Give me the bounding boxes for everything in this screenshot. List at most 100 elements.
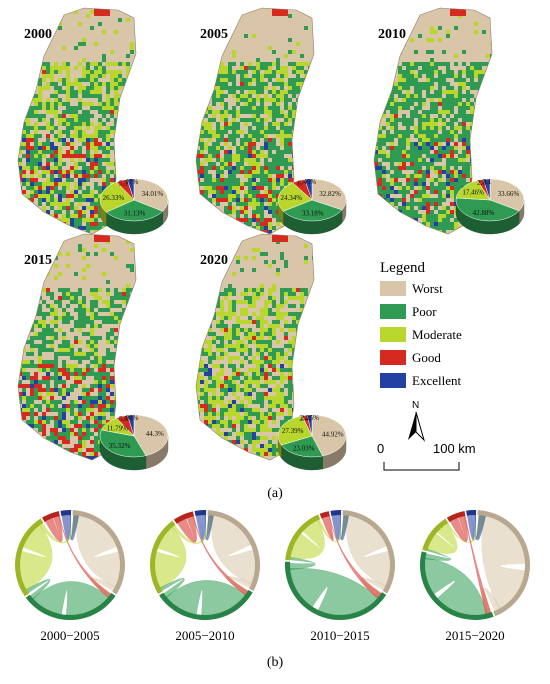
chord-2005−2010 [149,509,260,620]
chord-2000−2005-arc-moderate [14,518,44,597]
legend-swatch-poor [380,304,406,319]
chord-label-2015-2020: 2015−2020 [445,628,504,643]
chord-2000−2005-arc-worst [72,510,126,595]
legend-swatch-moderate [380,327,406,342]
pie-2000-label-moderate: 26.33% [103,194,125,202]
legend-title: Legend [380,260,425,276]
pie-2015-slice-poor [99,429,147,458]
legend-label-moderate: Moderate [412,327,462,342]
pie-2000-label-good: 5.3 [119,179,128,187]
pie-2015-label-poor: 35.32% [109,442,131,450]
pie-2000-slice-moderate [99,181,135,213]
pie-2010-label-poor: 42.88% [473,209,495,217]
pie-2015-slice-worst [133,414,169,456]
chord-label-2005-2010: 2005−2010 [175,628,234,643]
year-label-2020: 2020 [200,253,228,268]
chord-2005−2010-arc-excellent [194,509,207,516]
legend: Legend Worst Poor Moderate Good Excellen… [380,260,462,388]
pie-2000: 34.01% 31.13% 26.33% 5.3.17% [99,178,169,235]
chord-2015−2020-arc-excellent [466,509,477,516]
pie-2010-label-excellent: 3.1 [483,178,492,186]
legend-label-poor: Poor [412,304,437,319]
chord-diagrams [14,509,531,621]
legend-swatch-excellent [380,373,406,388]
pie-2005-label-moderate: 24.34% [281,194,303,202]
pie-2020-label-good: 2.41 [299,414,312,422]
pie-2020-label-poor: 23.03% [293,444,315,452]
chord-2015−2020-link-good-poor [464,515,492,615]
chord-2015−2020-arc-moderate [422,518,449,552]
chord-2010−2015-link-poor-moderate [289,557,316,570]
chord-2010−2015-arc-excellent [330,510,342,516]
scale-end-label: 100 km [433,441,476,456]
scale-bar: 0 100 km [377,441,476,471]
chord-2010−2015-arc-poor [284,561,387,621]
pie-2015-label-worst: 44.3% [146,430,164,438]
pie-2010-slice-excellent [482,178,491,201]
pie-2000-label-excellent: .17% [124,178,139,186]
pie-2015-label-good: 5.6 [119,415,128,423]
chord-2000−2005 [14,509,126,620]
pie-2020-slice-poor [280,435,324,458]
chord-2005−2010-arc-moderate [149,520,176,594]
pie-2005: 32.82% 33.18% 24.34% 6..45% [277,178,347,235]
chord-2000−2005-self-worst [76,515,121,588]
pie-2000-label-worst: 34.01% [142,190,164,198]
north-arrow-icon: N [408,400,426,442]
pie-2005-slice-poor [282,199,343,222]
pie-2020-label-excellent: 2.25% [301,414,319,422]
chord-2000−2005-arc-excellent [60,509,72,516]
legend-label-excellent: Excellent [412,373,461,388]
pie-2010-slice-worst [489,178,525,212]
pie-charts: 34.01% 31.13% 26.33% 5.3.17% 32.82% 33.18% 24.… [99,178,525,471]
pie-2005-slice-excellent [304,178,313,201]
year-label-2000: 2000 [24,27,52,42]
chord-2005−2010-self-worst [211,515,256,585]
chord-2015−2020-arc-poor [420,551,494,620]
north-label: N [412,400,419,411]
chord-2005−2010-self-poor [166,580,246,616]
pie-2020-slice-worst [311,414,347,457]
chord-2000−2005-self-moderate [19,524,53,591]
pie-2020-slice-excellent [306,414,313,437]
chord-2010−2015-self-poor [289,567,379,616]
chord-label-2000-2005: 2000−2005 [40,628,99,643]
pie-2020-slice-moderate [277,415,313,446]
pie-2010-label-worst: 33.66% [498,190,520,198]
legend-label-good: Good [412,350,441,365]
pie-2010-label-good: 2.8 [477,179,486,187]
chord-2015−2020 [420,509,531,620]
chord-2000−2005-self-excellent [61,514,71,541]
pie-2015-label-moderate: 11.79% [107,425,128,433]
maps-layer [17,7,493,461]
year-label-2015: 2015 [24,253,52,268]
pie-2000-slice-excellent [126,178,135,201]
chord-2010−2015-arc-good [319,511,330,519]
chord-2005−2010-arc-good [173,511,195,524]
chord-2000−2005-arc-good [42,511,60,522]
map-2000 [17,7,137,235]
chord-2005−2010-self-moderate [154,526,187,589]
chord-2015−2020-self-excellent [467,514,476,541]
year-label-2005: 2005 [200,27,228,42]
year-label-2010: 2010 [378,27,406,42]
pie-2000-slice-poor [105,199,164,222]
legend-swatch-worst [380,281,406,296]
pie-2005-label-good: 6. [297,180,303,188]
chord-2010−2015-self-worst [346,515,391,587]
pie-2015-label-excellent: .98% [124,414,139,422]
chord-2005−2010-arc-poor [159,589,253,620]
pie-2005-label-poor: 33.18% [302,210,324,218]
pie-2005-label-worst: 32.82% [319,190,341,198]
chord-2015−2020-self-poor [424,557,487,616]
pie-2010-slice-poor [455,197,520,222]
panel-a-label: (a) [267,486,283,501]
pie-2020: 44.92% 23.03% 27.39% 2.412.25% [277,414,347,471]
pie-2015-slice-excellent [127,414,135,437]
chord-2010−2015-arc-worst [342,510,395,594]
pie-2005-slice-worst [311,178,347,211]
pie-2020-label-worst: 44.92% [322,430,344,438]
chord-2005−2010-self-excellent [195,514,206,541]
panel-b-label: (b) [267,655,284,670]
